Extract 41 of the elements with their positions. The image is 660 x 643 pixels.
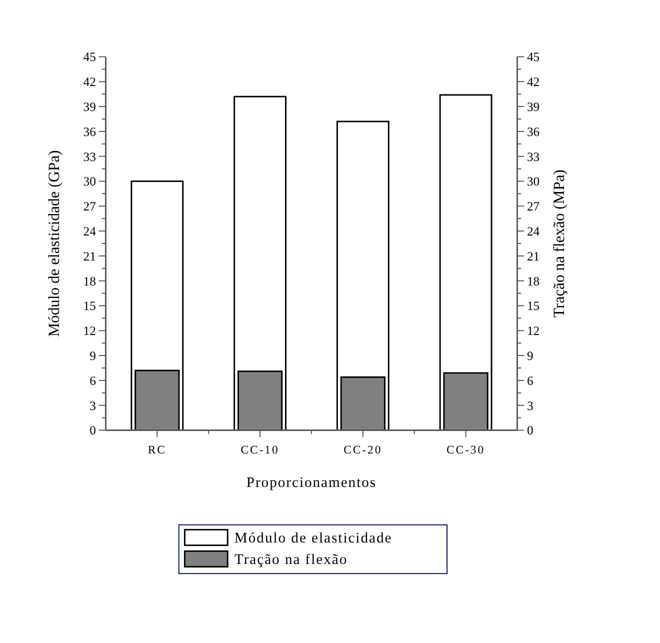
y-tick-label: 9: [90, 348, 96, 363]
y2-tick-label: 36: [526, 124, 540, 139]
x-tick-label: CC-20: [344, 444, 382, 457]
y2-tick-label: 15: [526, 299, 540, 314]
y-tick-label: 12: [83, 324, 96, 338]
y2-tick-label: 21: [526, 249, 540, 264]
y2-tick-label: 42: [526, 75, 540, 90]
y-tick-label: 0: [90, 424, 96, 438]
y2-tick-label: 6: [526, 374, 534, 388]
legend-label: Módulo de elasticidade: [234, 530, 392, 547]
x-axis-title: Proporcionamentos: [246, 474, 377, 491]
y-axis-title: Módulo de elasticidade (GPa): [46, 150, 63, 337]
y-tick-label: 21: [83, 249, 96, 264]
y-tick-label: 36: [83, 124, 96, 139]
y2-tick-label: 27: [526, 200, 540, 214]
y2-tick-label: 0: [526, 424, 534, 438]
y-tick-label: 42: [83, 75, 96, 90]
y2-tick-label: 12: [526, 324, 540, 338]
y2-tick-label: 30: [526, 174, 540, 189]
y2-tick-label: 45: [526, 50, 540, 64]
y2-tick-label: 3: [526, 398, 534, 413]
y-tick-label: 24: [83, 224, 97, 238]
x-tick-label: CC-10: [240, 444, 280, 457]
y2-tick-label: 24: [526, 224, 540, 238]
y-tick-label: 45: [83, 50, 96, 64]
y2-tick-label: 39: [526, 100, 540, 114]
y-tick-label: 3: [90, 398, 96, 413]
y2-tick-label: 33: [526, 150, 540, 164]
y-tick-label: 30: [83, 174, 96, 189]
y-tick-label: 18: [83, 274, 96, 288]
x-tick-label: RC: [148, 444, 166, 457]
y-tick-label: 15: [83, 299, 96, 314]
y-tick-label: 39: [83, 100, 96, 114]
y-tick-label: 33: [83, 150, 96, 164]
y-tick-label: 27: [83, 200, 96, 214]
y2-axis-title: Tração na flexão (MPa): [551, 170, 568, 318]
y-tick-label: 6: [90, 374, 96, 388]
y2-tick-label: 9: [526, 348, 534, 363]
y2-tick-label: 18: [526, 274, 540, 288]
x-tick-label: CC-30: [446, 444, 486, 457]
legend-label: Tração na flexão: [234, 552, 348, 568]
